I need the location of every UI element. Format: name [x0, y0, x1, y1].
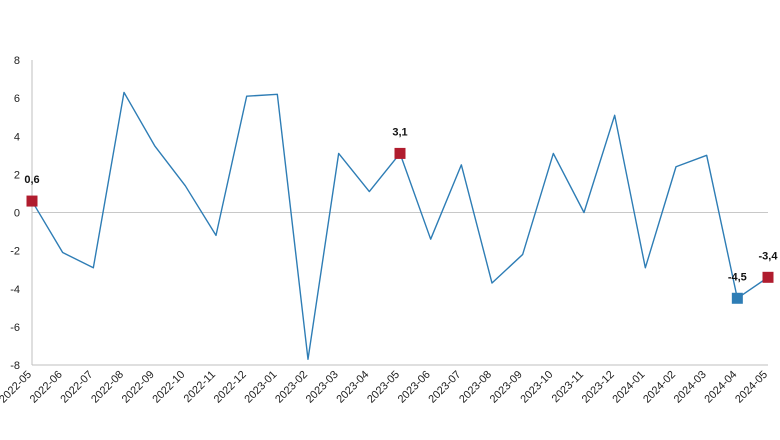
y-tick-label: 6: [14, 93, 20, 105]
x-tick-label: 2022-07: [58, 369, 95, 406]
x-tick-label: 2023-07: [426, 369, 463, 406]
y-tick-label: 8: [14, 55, 20, 67]
x-tick-label: 2023-04: [334, 369, 371, 406]
x-tick-label: 2022-11: [182, 369, 218, 405]
x-tick-label: 2023-10: [518, 369, 555, 406]
data-marker: [26, 195, 38, 207]
x-tick-label: 2022-12: [212, 369, 249, 406]
x-tick-label: 2024-01: [610, 369, 647, 406]
x-tick-label: 2023-11: [550, 369, 586, 405]
x-tick-label: 2024-05: [733, 369, 770, 406]
x-tick-label: 2023-08: [457, 369, 494, 406]
x-tick-label: 2023-09: [488, 369, 525, 406]
data-label: 3,1: [392, 126, 407, 138]
y-tick-label: 0: [14, 208, 20, 220]
highlight-markers: [26, 147, 774, 304]
y-tick-label: -2: [10, 246, 20, 258]
data-label: 0,6: [24, 174, 39, 186]
x-tick-label: 2024-02: [641, 369, 678, 406]
y-axis-ticks: -8 -6 -4 -2 0 2 4 6 8: [10, 55, 20, 372]
x-tick-label: 2023-12: [580, 369, 617, 406]
x-tick-label: 2022-10: [150, 369, 187, 406]
data-marker: [394, 147, 406, 159]
y-tick-label: 4: [14, 131, 20, 143]
x-tick-label: 2022-06: [28, 369, 65, 406]
x-axis-ticks: 2022-052022-062022-072022-082022-092022-…: [0, 369, 770, 406]
x-tick-label: 2023-03: [304, 369, 341, 406]
data-label: -3,4: [759, 250, 779, 262]
x-tick-label: 2023-02: [273, 369, 310, 406]
data-label: -4,5: [728, 271, 747, 283]
data-marker: [762, 271, 774, 283]
y-tick-label: -4: [10, 284, 20, 296]
x-tick-label: 2022-09: [120, 369, 157, 406]
x-tick-label: 2022-08: [89, 369, 126, 406]
x-tick-label: 2022-05: [0, 369, 34, 406]
x-tick-label: 2024-03: [672, 369, 709, 406]
axes: [31, 60, 768, 366]
y-tick-label: -6: [10, 322, 20, 334]
data-labels: 0,6 3,1 -4,5 -3,4: [24, 126, 778, 283]
x-tick-label: 2023-01: [242, 369, 279, 406]
y-tick-label: 2: [14, 169, 20, 181]
x-tick-label: 2023-05: [365, 369, 402, 406]
y-tick-label: -8: [10, 360, 20, 372]
x-tick-label: 2024-04: [702, 369, 739, 406]
x-tick-label: 2023-06: [396, 369, 433, 406]
data-marker: [731, 292, 743, 304]
